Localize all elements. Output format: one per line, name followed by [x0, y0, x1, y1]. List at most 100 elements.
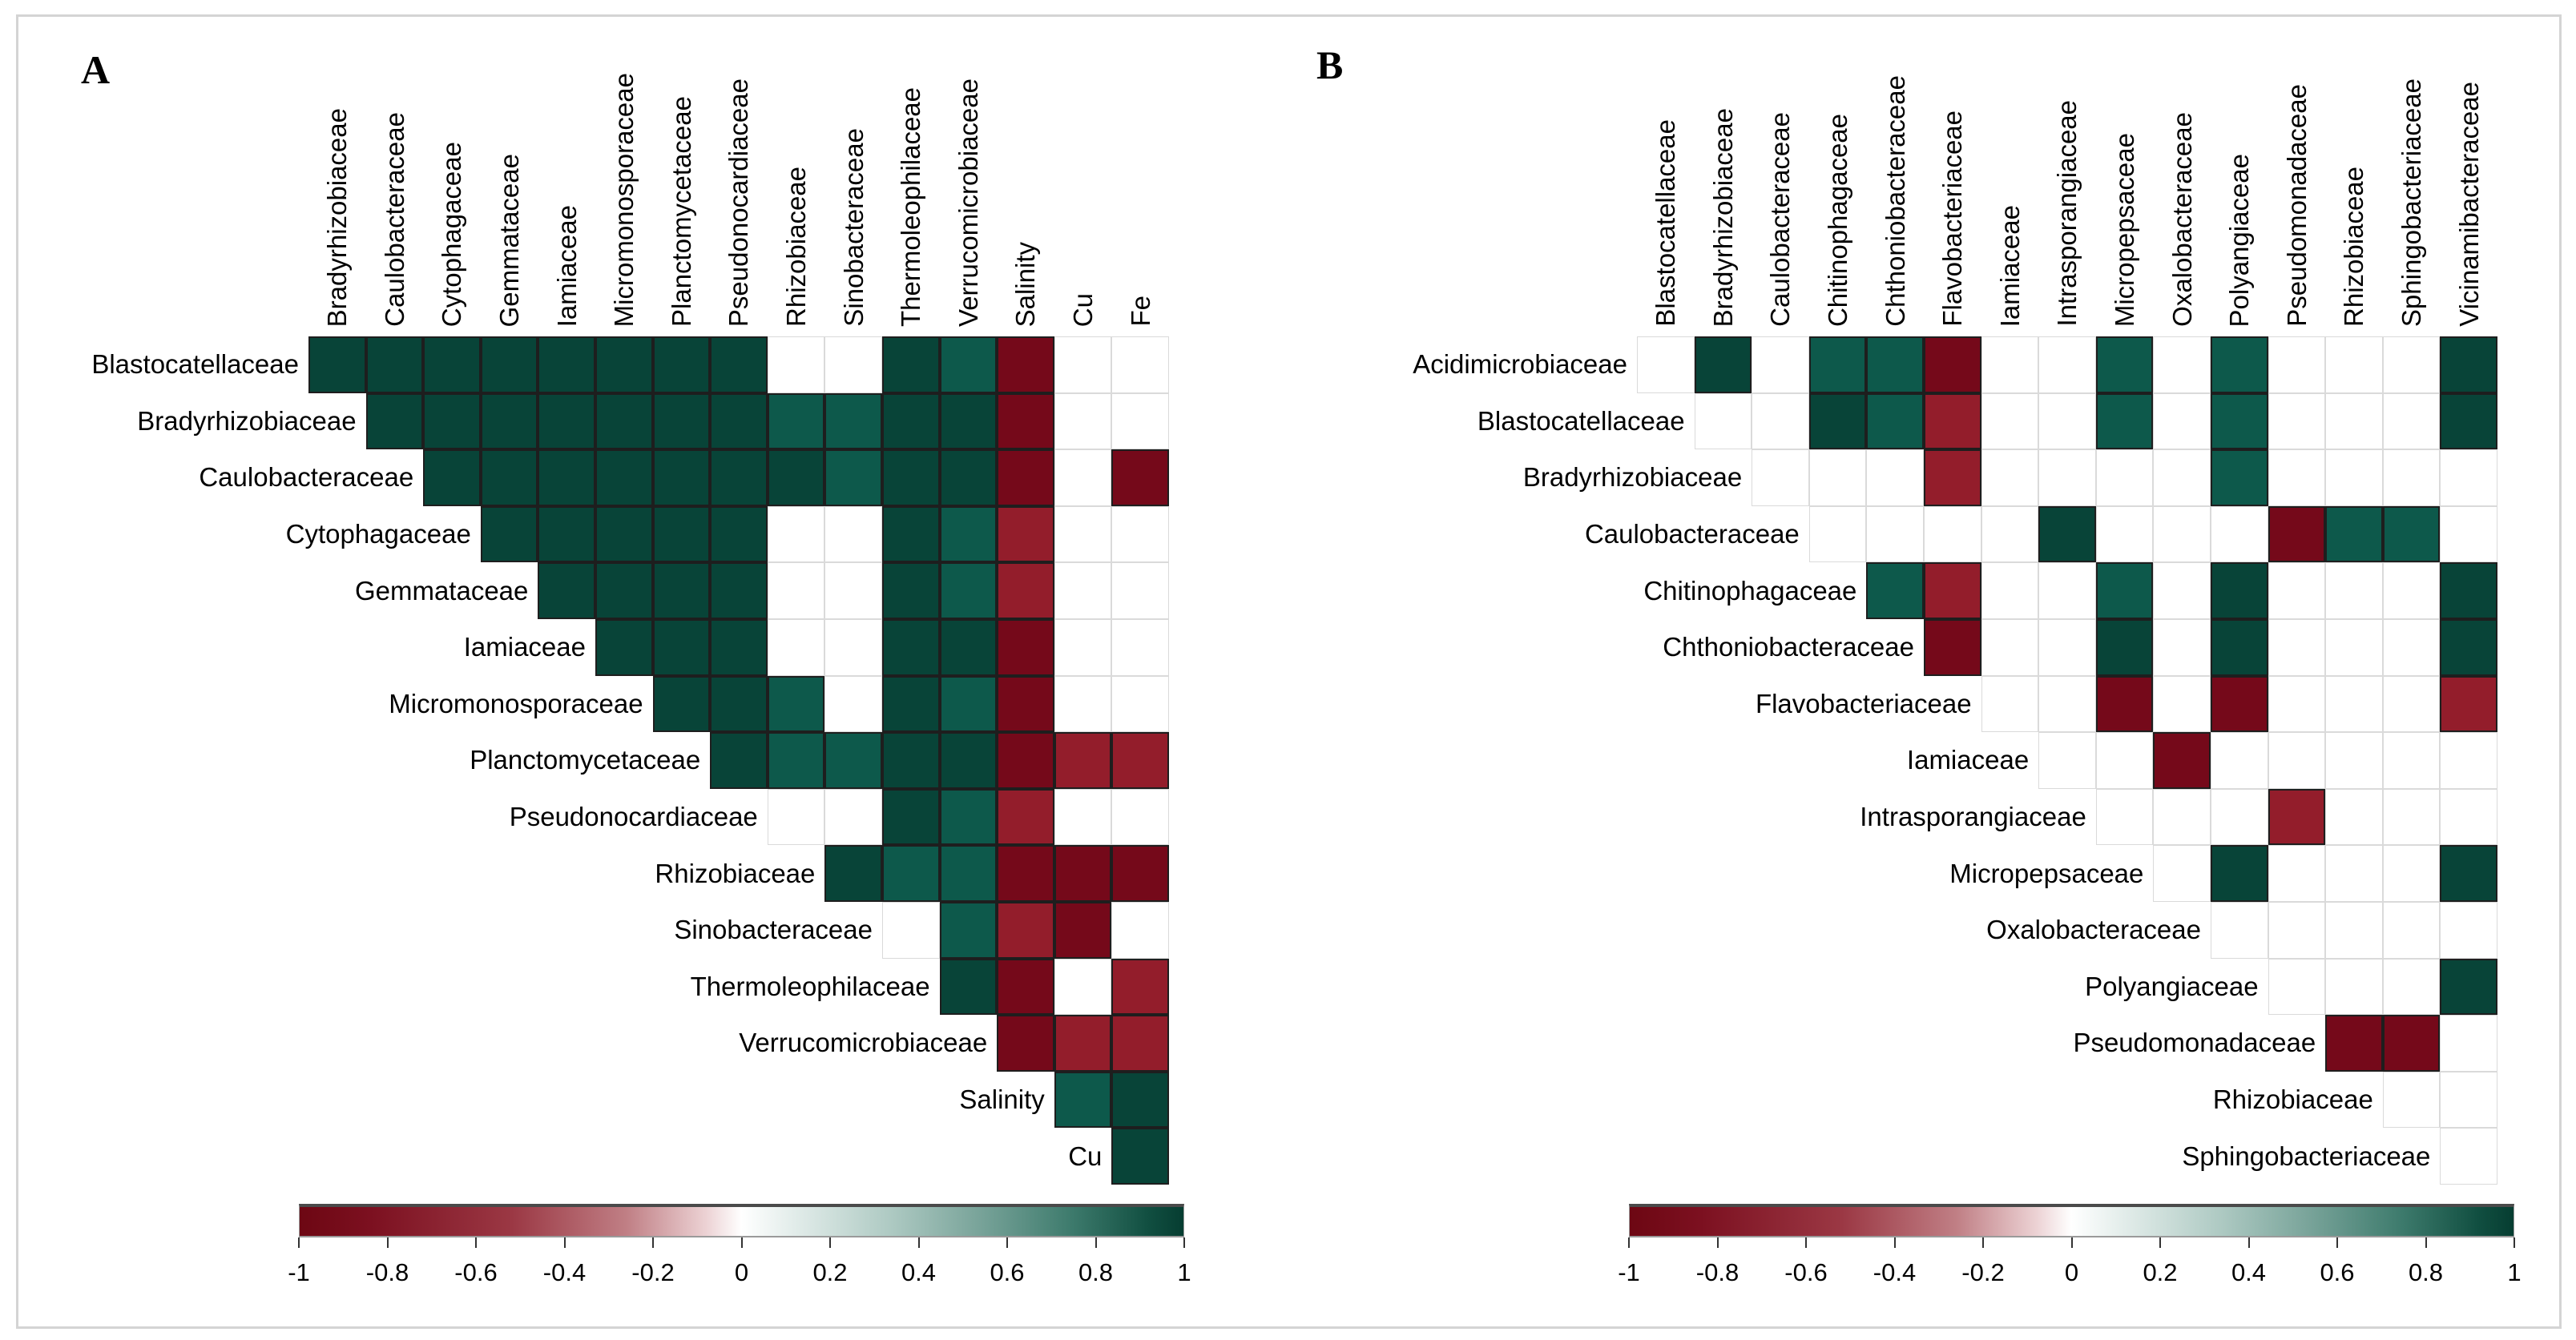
heatmap-cell [1808, 392, 1867, 450]
heatmap-cell [2268, 505, 2326, 563]
column-label-text: Blastocatellaceae [1651, 119, 1681, 327]
heatmap-cell [1054, 1015, 1112, 1072]
heatmap-cell [997, 732, 1054, 789]
column-label-text: Salinity [1010, 241, 1041, 327]
heatmap-cell [1924, 392, 1981, 450]
heatmap-cell [2211, 619, 2268, 676]
heatmap-cell [2153, 788, 2211, 846]
heatmap-cell [2325, 505, 2383, 563]
heatmap-cell [767, 675, 825, 733]
heatmap-cell [882, 505, 940, 563]
row-label: Micromonosporaceae [389, 688, 643, 718]
heatmap-cell [595, 392, 653, 450]
heatmap-cell [710, 505, 768, 563]
colorbar-tick-label: 1 [2507, 1258, 2522, 1286]
heatmap-cell [2095, 675, 2154, 733]
heatmap-cell [1054, 449, 1112, 506]
column-label: Rhizobiaceae [2325, 44, 2383, 327]
column-label-text: Bradyrhizobiaceae [1707, 107, 1738, 327]
heatmap-cell [2038, 392, 2096, 450]
heatmap-cell [2095, 732, 2154, 789]
column-label-text: Micropepsaceae [2110, 132, 2140, 327]
colorbar-tick-label: 1 [1177, 1258, 1191, 1286]
heatmap-cell [1924, 562, 1981, 619]
heatmap-cell [882, 336, 940, 393]
heatmap-cell [2038, 619, 2096, 676]
heatmap-cell [824, 336, 882, 393]
column-label: Iamiaceae [1981, 44, 2039, 327]
heatmap-cell [2211, 902, 2268, 959]
colorbar-tick [1183, 1237, 1185, 1248]
row-label: Polyangiaceae [2085, 971, 2259, 1001]
heatmap-cell [1111, 562, 1169, 619]
row-label: Rhizobiaceae [655, 858, 816, 888]
heatmap-cell [2095, 788, 2154, 846]
heatmap-cell [2325, 732, 2383, 789]
colorbar-tick-label: 0 [734, 1258, 749, 1286]
column-label-text: Rhizobiaceae [781, 167, 812, 327]
colorbar-tick-label: -0.8 [365, 1258, 409, 1286]
heatmap-cell [1924, 449, 1981, 506]
column-label-text: Chthoniobacteraceae [1880, 75, 1910, 327]
colorbar-tick-label: 0.2 [2143, 1258, 2178, 1286]
heatmap-cell [2211, 449, 2268, 506]
heatmap-cell [652, 562, 711, 619]
heatmap-cell [939, 619, 998, 676]
column-label: Intrasporangiaceae [2038, 44, 2096, 327]
heatmap-cell [710, 449, 768, 506]
column-label-text: Caulobacteraceae [1765, 112, 1796, 327]
heatmap-cell [2440, 1015, 2497, 1072]
colorbar-tick-label: -0.6 [1784, 1258, 1828, 1286]
heatmap-cell [538, 505, 595, 563]
column-label-text: Fe [1125, 296, 1155, 327]
heatmap-cell [824, 845, 882, 902]
heatmap-cell [1981, 619, 2039, 676]
heatmap-cell [652, 392, 711, 450]
heatmap-cell [1808, 449, 1867, 506]
heatmap-cell [2095, 449, 2154, 506]
colorbar-tick [2070, 1237, 2073, 1248]
heatmap-cell [2382, 732, 2441, 789]
heatmap-cell [939, 902, 998, 959]
row-label: Micropepsaceae [1949, 858, 2144, 888]
heatmap-cell [2382, 619, 2441, 676]
heatmap-cell [595, 505, 653, 563]
heatmap-cell [1694, 336, 1752, 393]
heatmap-cell [595, 619, 653, 676]
heatmap-cell [1866, 562, 1924, 619]
heatmap-cell [1054, 732, 1112, 789]
heatmap-cell [882, 449, 940, 506]
colorbar-tick-label: 0.2 [812, 1258, 848, 1286]
column-label: Caulobacteraceae [1752, 44, 1809, 327]
heatmap-cell [767, 619, 825, 676]
heatmap-cell [767, 505, 825, 563]
column-label: Iamiaceae [538, 44, 595, 327]
heatmap-cell [1866, 449, 1924, 506]
heatmap-cell [2153, 336, 2211, 393]
row-label: Chthoniobacteraceae [1663, 632, 1914, 662]
heatmap-cell [882, 675, 940, 733]
heatmap-cell [2038, 336, 2096, 393]
heatmap-cell [767, 788, 825, 846]
heatmap-cell [824, 562, 882, 619]
heatmap-cell [1752, 449, 1809, 506]
heatmap-cell [2268, 562, 2326, 619]
heatmap-cell [939, 845, 998, 902]
heatmap-cell [2440, 788, 2497, 846]
heatmap-cell [2038, 505, 2096, 563]
heatmap-cell [2211, 562, 2268, 619]
heatmap-cell [1111, 788, 1169, 846]
heatmap-cell [595, 449, 653, 506]
heatmap-cell [2440, 902, 2497, 959]
colorbar-tick [298, 1237, 300, 1248]
colorbar-tick [1006, 1237, 1008, 1248]
heatmap-cell [1054, 392, 1112, 450]
heatmap-cell [2325, 958, 2383, 1016]
row-label: Acidimicrobiaceae [1413, 349, 1627, 380]
colorbar-tick [386, 1237, 389, 1248]
row-label: Thermoleophilaceae [690, 971, 930, 1001]
heatmap-cell [710, 336, 768, 393]
column-label: Flavobacteriaceae [1924, 44, 1981, 327]
row-label: Blastocatellaceae [1477, 405, 1685, 436]
heatmap-cell [767, 449, 825, 506]
